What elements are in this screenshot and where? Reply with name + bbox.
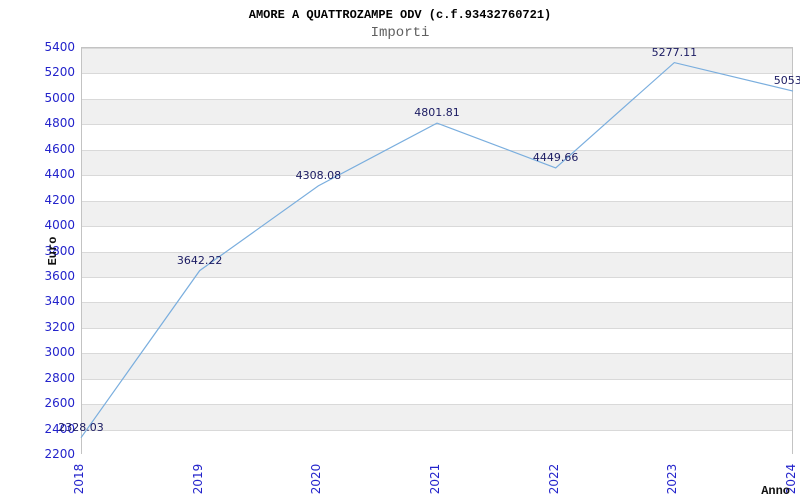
gridline: [82, 251, 792, 253]
y-tick-label: 2200: [44, 447, 75, 461]
grid-band: [82, 175, 792, 201]
gridline: [82, 276, 792, 278]
grid-band: [82, 404, 792, 430]
data-point-label: 2328.03: [58, 420, 104, 434]
grid-band: [82, 149, 792, 176]
y-tick-label: 4800: [44, 116, 75, 131]
y-axis-title: Euro: [46, 236, 60, 265]
grid-band: [82, 378, 792, 405]
x-tick-label: 2020: [309, 463, 324, 495]
grid-band: [82, 429, 792, 455]
y-tick-label: 3800: [44, 243, 75, 258]
x-tick-label: 2018: [72, 463, 86, 495]
y-tick-label: 3200: [44, 319, 75, 334]
gridline: [82, 429, 792, 431]
data-point-label: 5053.2: [773, 74, 800, 88]
gridline: [82, 73, 792, 75]
gridline: [82, 404, 792, 406]
grid-band: [82, 124, 792, 150]
grid-band: [82, 327, 792, 354]
y-tick-label: 3000: [44, 345, 75, 360]
gridline: [82, 378, 792, 380]
x-tick-label: 2021: [428, 463, 442, 495]
grid-band: [82, 73, 792, 99]
x-tick-label: 2023: [665, 463, 680, 495]
chart-subtitle: Importi: [370, 25, 430, 41]
gridline: [82, 327, 792, 329]
grid-band: [82, 200, 792, 227]
y-tick-label: 3600: [44, 268, 75, 283]
y-tick-label: 5400: [44, 40, 75, 54]
y-tick-label: 3400: [44, 294, 75, 309]
grid-band: [82, 276, 792, 303]
y-tick-label: 4400: [44, 167, 75, 182]
data-point-label: 4801.81: [414, 106, 460, 120]
gridline: [82, 149, 792, 151]
chart-title: AMORE A QUATTROZAMPE ODV (c.f.9343276072…: [248, 8, 552, 22]
gridline: [82, 98, 792, 100]
data-point-label: 5277.11: [651, 45, 698, 59]
x-tick-label: 2019: [190, 463, 205, 495]
grid-band: [82, 302, 792, 328]
x-axis-title: Anno: [761, 484, 790, 498]
y-tick-label: 5200: [44, 65, 75, 80]
gridline: [82, 226, 792, 228]
y-tick-label: 2600: [44, 396, 75, 411]
data-point-label: 4449.66: [532, 150, 579, 164]
gridline: [82, 353, 792, 355]
data-point-label: 4308.08: [295, 168, 342, 182]
gridline: [82, 48, 792, 49]
gridline: [82, 124, 792, 126]
y-tick-label: 4200: [44, 192, 75, 207]
gridline: [82, 200, 792, 202]
y-tick-label: 2800: [44, 370, 75, 385]
grid-band: [82, 226, 792, 252]
gridline: [82, 175, 792, 177]
gridline: [82, 302, 792, 304]
y-tick-label: 4600: [44, 141, 75, 156]
y-tick-label: 5000: [44, 90, 75, 105]
x-tick-label: 2022: [546, 463, 561, 495]
grid-band: [82, 353, 792, 379]
data-point-label: 3642.22: [176, 253, 223, 267]
y-tick-label: 2400: [44, 421, 75, 436]
y-tick-label: 4000: [44, 218, 75, 233]
